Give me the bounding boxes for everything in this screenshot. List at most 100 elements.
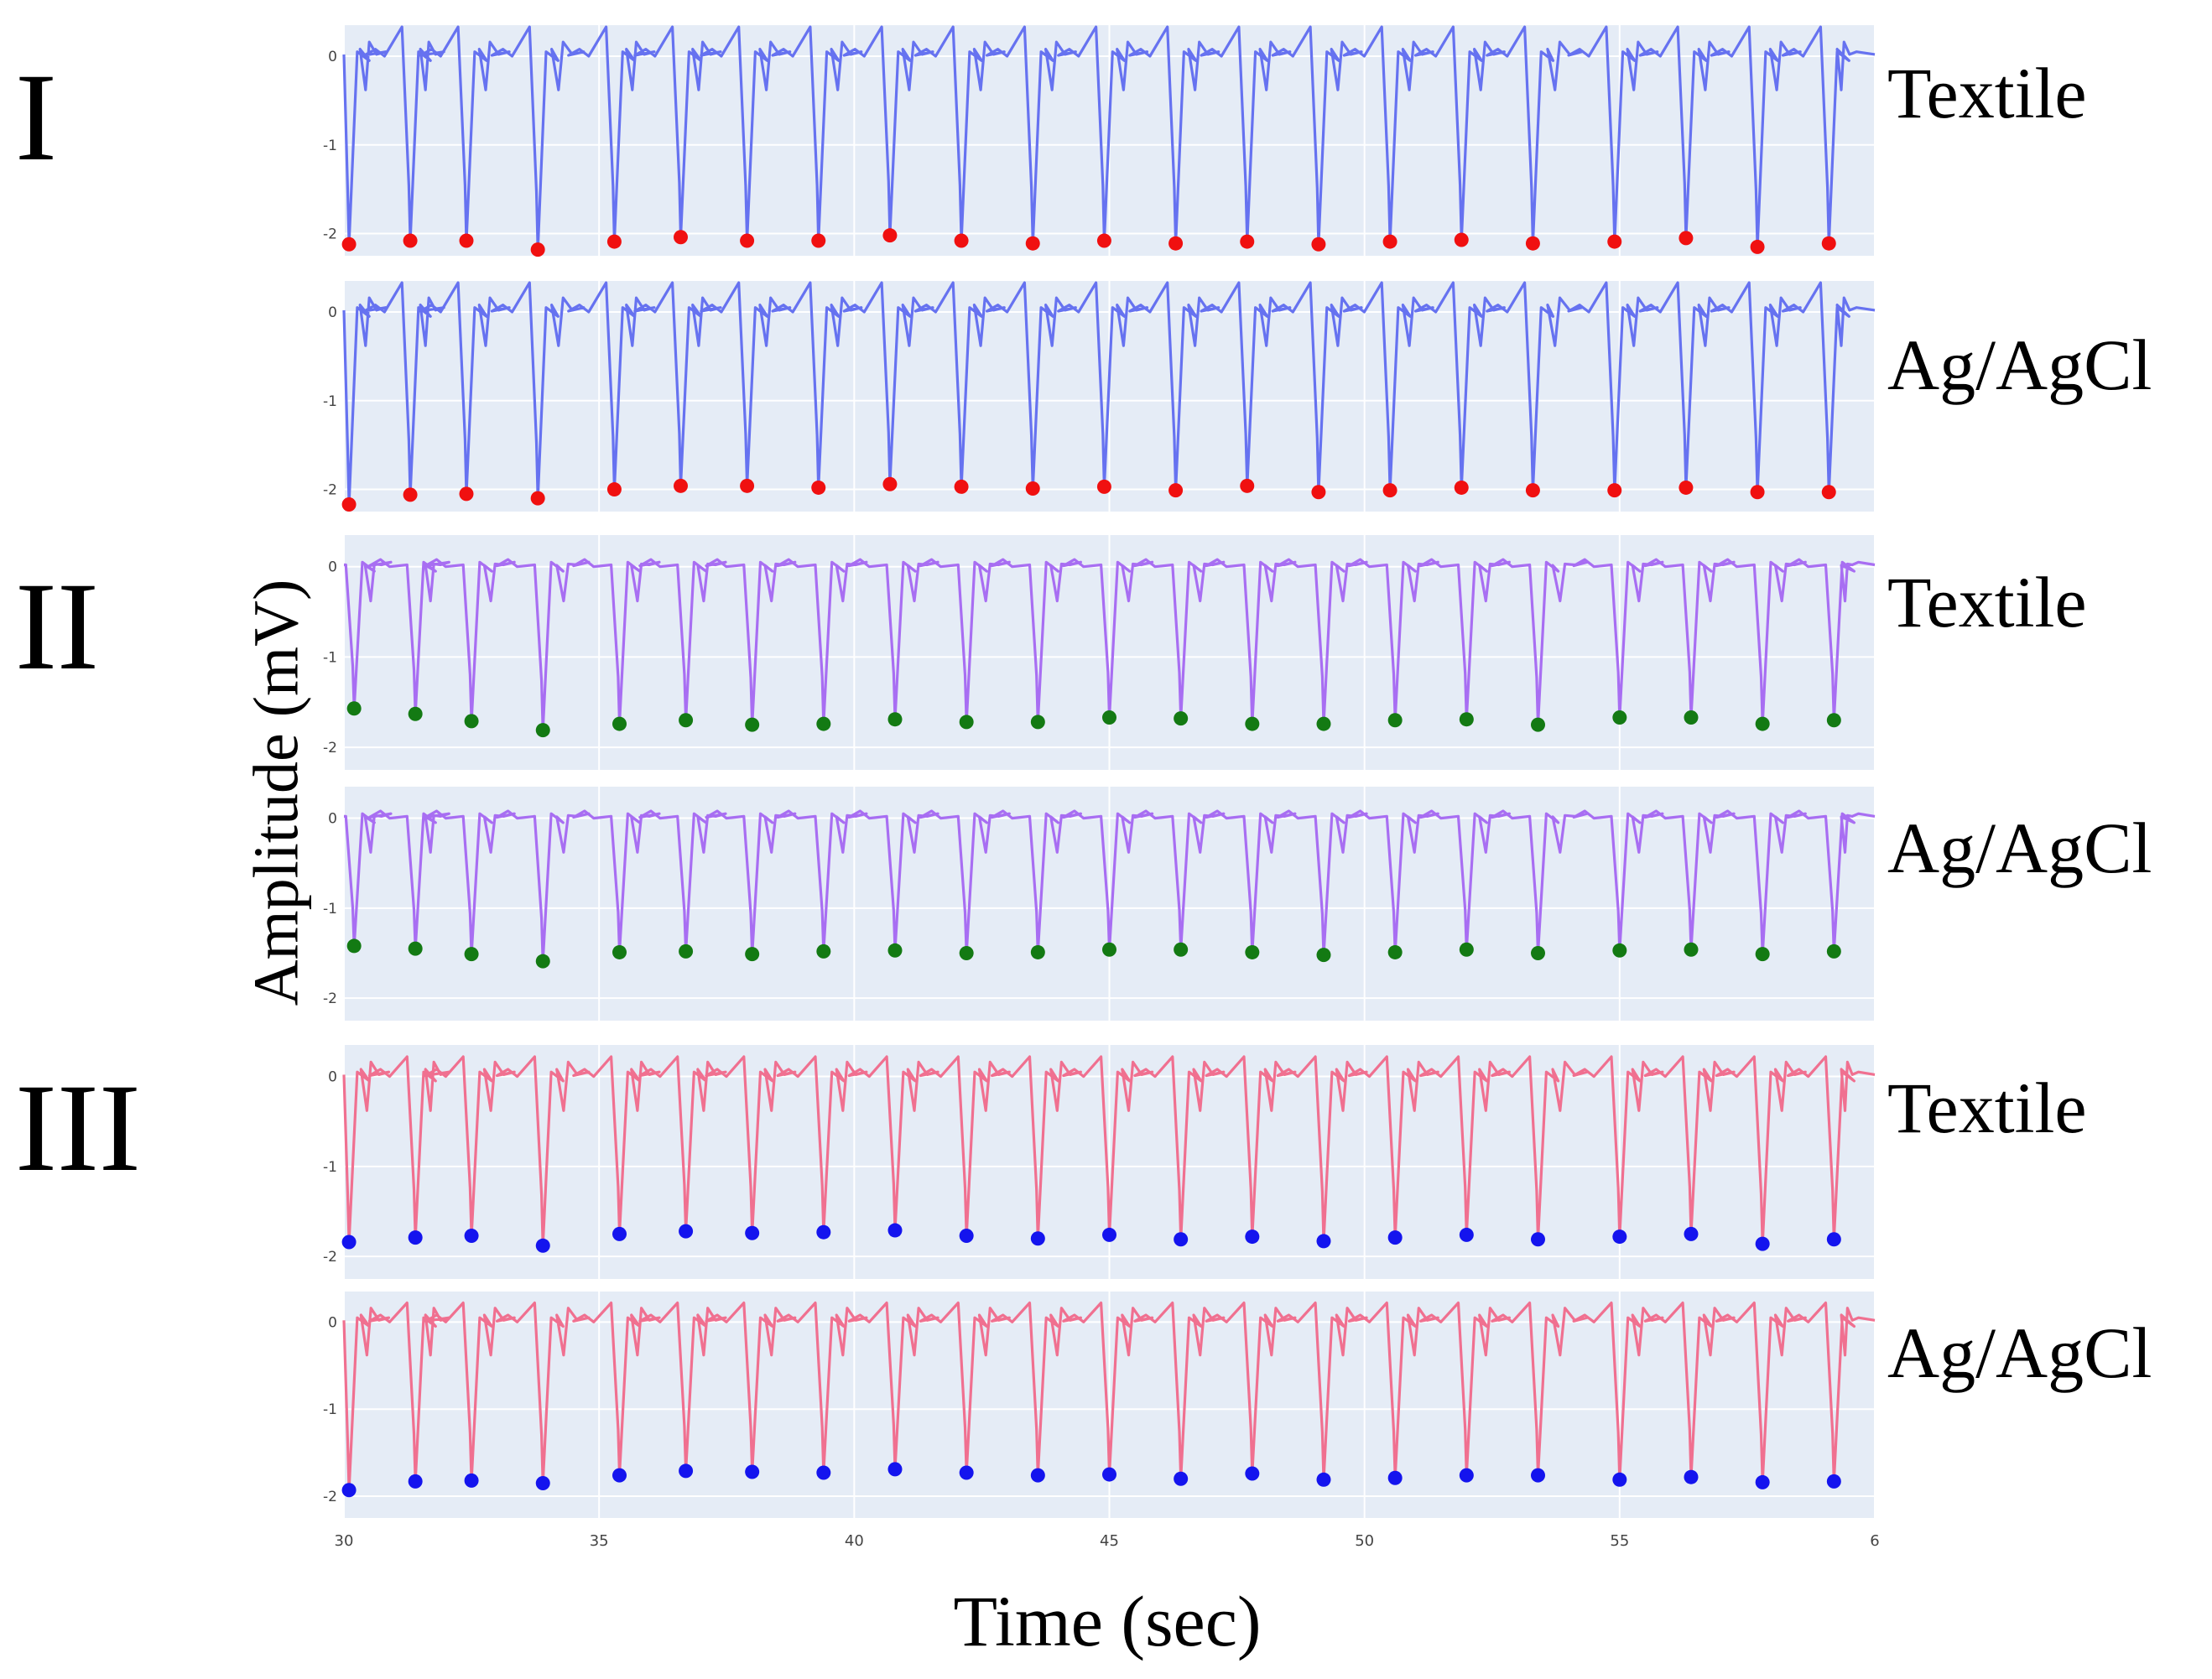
lead-2-agagcl-peak-marker: [887, 943, 903, 958]
lead-1-textile-y-tick-label-2: -2: [323, 226, 337, 243]
lead-2-textile-peak-marker: [1387, 713, 1403, 728]
lead-1-agagcl-peak-marker: [674, 478, 688, 493]
lead-3-agagcl-peak-marker: [887, 1462, 903, 1477]
lead-3-agagcl-peak-marker: [341, 1483, 357, 1498]
lead-2-textile-peak-marker: [679, 713, 694, 728]
lead-3-textile-peak-marker: [1174, 1232, 1189, 1247]
lead-3-textile-peak-marker: [1316, 1234, 1331, 1249]
lead-1-textile-peak-marker: [1607, 234, 1622, 249]
lead-2-textile-peak-marker: [1030, 715, 1045, 730]
lead-2-textile-peak-marker: [464, 714, 479, 729]
series-label-iii-agagcl: Ag/AgCl: [1887, 1313, 2152, 1393]
lead-2-agagcl-peak-marker: [408, 941, 423, 956]
lead-1-textile-peak-marker: [1525, 236, 1540, 251]
lead-1-agagcl-peak-marker: [1679, 480, 1694, 495]
lead-3-agagcl-peak-marker: [1387, 1470, 1403, 1485]
x-tick-label-4: 50: [1355, 1532, 1374, 1550]
lead-2-textile-peak-marker: [1531, 717, 1545, 732]
lead-3-agagcl-peak-marker: [1459, 1468, 1474, 1483]
lead-1-agagcl-peak-marker: [606, 482, 622, 497]
lead-2-agagcl-peak-marker: [464, 947, 479, 962]
lead-2-agagcl-y-tick-label-1: -1: [323, 901, 337, 917]
lead-3-textile-peak-marker: [1030, 1231, 1045, 1246]
lead-2-textile-peak-marker: [612, 716, 627, 731]
lead-2-agagcl-peak-marker: [1612, 943, 1627, 958]
lead-2-agagcl-peak-marker: [1459, 942, 1474, 957]
lead-2-agagcl-peak-marker: [1030, 944, 1045, 959]
lead-3-textile-peak-marker: [1459, 1227, 1474, 1242]
lead-2-agagcl-y-tick-label-2: -2: [323, 990, 337, 1007]
lead-3-textile-peak-marker: [535, 1238, 550, 1253]
lead-1-agagcl-y-tick-label-2: -2: [323, 482, 337, 499]
lead-3-agagcl-peak-marker: [1826, 1474, 1841, 1489]
lead-1-textile-peak-marker: [1311, 237, 1326, 252]
lead-1-textile-peak-marker: [1096, 233, 1111, 248]
lead-1-agagcl-peak-marker: [530, 491, 545, 506]
lead-2-textile-peak-marker: [346, 701, 362, 716]
lead-1-agagcl-peak-marker: [459, 486, 474, 502]
x-tick-label-0: 30: [335, 1532, 354, 1550]
lead-2-agagcl-peak-marker: [535, 954, 550, 969]
lead-label-ii: II: [15, 557, 99, 696]
lead-1-textile-peak-marker: [606, 234, 622, 249]
lead-2-textile-peak-marker: [535, 723, 550, 738]
lead-1-agagcl-peak-marker: [1382, 483, 1397, 498]
lead-2-textile-peak-marker: [1316, 716, 1331, 731]
lead-2-textile-peak-marker: [1826, 713, 1841, 728]
lead-3-textile-peak-marker: [464, 1228, 479, 1243]
lead-1-agagcl-peak-marker: [1025, 481, 1040, 496]
series-label-i-agagcl: Ag/AgCl: [1887, 325, 2152, 405]
x-tick-label-1: 35: [590, 1532, 609, 1550]
lead-2-textile-peak-marker: [887, 712, 903, 727]
lead-3-agagcl-peak-marker: [959, 1465, 974, 1480]
lead-1-agagcl-peak-marker: [1607, 483, 1622, 498]
y-axis-label: Amplitude (mV): [241, 579, 312, 1006]
series-label-ii-agagcl: Ag/AgCl: [1887, 808, 2152, 888]
lead-3-agagcl-peak-marker: [1030, 1468, 1045, 1483]
lead-3-textile-peak-marker: [408, 1230, 423, 1245]
lead-3-textile-peak-marker: [341, 1235, 357, 1250]
lead-1-agagcl-peak-marker: [1311, 485, 1326, 500]
lead-3-agagcl-peak-marker: [816, 1465, 831, 1480]
lead-3-textile-peak-marker: [612, 1226, 627, 1241]
lead-2-agagcl-peak-marker: [679, 943, 694, 959]
lead-3-agagcl-peak-marker: [1174, 1471, 1189, 1486]
lead-3-textile-peak-marker: [1612, 1229, 1627, 1245]
lead-3-agagcl-ecg-line: [342, 1301, 1876, 1492]
lead-1-agagcl-peak-marker: [1240, 478, 1255, 493]
lead-2-textile-peak-marker: [1755, 716, 1770, 731]
lead-2-agagcl-peak-marker: [1531, 946, 1545, 961]
lead-1-agagcl-y-tick-label-1: -1: [323, 393, 337, 410]
lead-1-textile-peak-marker: [530, 242, 545, 257]
lead-3-agagcl-peak-marker: [408, 1474, 423, 1489]
lead-1-textile-peak-marker: [1454, 232, 1469, 247]
lead-2-textile-y-tick-label-1: -1: [323, 649, 337, 666]
lead-1-agagcl-peak-marker: [1454, 480, 1469, 495]
lead-1-agagcl-peak-marker: [403, 487, 418, 502]
lead-1-textile-y-tick-label-0: 0: [328, 49, 337, 65]
lead-1-agagcl-peak-marker: [1096, 479, 1111, 494]
lead-2-agagcl-peak-marker: [1102, 942, 1116, 957]
lead-2-textile-peak-marker: [1245, 716, 1260, 731]
lead-3-textile-y-tick-label-2: -2: [323, 1249, 337, 1266]
lead-2-agagcl-peak-marker: [1755, 947, 1770, 962]
lead-1-textile-peak-marker: [459, 233, 474, 248]
lead-3-textile-ecg-line: [342, 1055, 1876, 1247]
lead-3-textile-peak-marker: [887, 1223, 903, 1238]
lead-3-textile-peak-marker: [1684, 1226, 1699, 1241]
x-tick-label-6: 6: [1870, 1532, 1879, 1550]
lead-2-agagcl-y-tick-label-0: 0: [328, 811, 337, 828]
series-label-ii-textile: Textile: [1887, 562, 2087, 642]
x-tick-label-5: 55: [1610, 1532, 1629, 1550]
lead-1-agagcl-peak-marker: [882, 476, 898, 491]
lead-1-textile-peak-marker: [1750, 239, 1765, 254]
lead-2-textile-peak-marker: [959, 715, 974, 730]
lead-3-textile-peak-marker: [679, 1224, 694, 1239]
lead-3-textile-peak-marker: [1531, 1232, 1545, 1247]
lead-3-agagcl-y-tick-label-0: 0: [328, 1314, 337, 1331]
lead-3-agagcl-y-tick-label-2: -2: [323, 1489, 337, 1505]
lead-label-i: I: [15, 48, 57, 187]
lead-3-agagcl-peak-marker: [745, 1464, 760, 1479]
lead-3-agagcl-peak-marker: [1316, 1472, 1331, 1487]
